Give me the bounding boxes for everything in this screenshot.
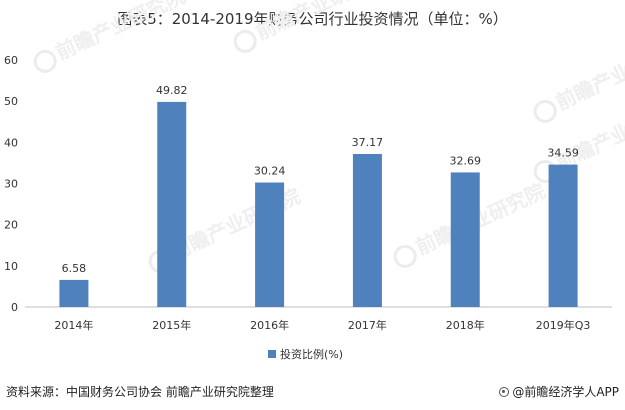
y-tick-label: 60 <box>4 54 18 67</box>
y-tick-label: 40 <box>4 136 18 149</box>
x-tick-label: 2019年Q3 <box>536 318 591 332</box>
x-tick-label: 2018年 <box>446 318 485 332</box>
source-note: 资料来源：中国财务公司协会 前瞻产业研究院整理 <box>6 385 274 399</box>
bar <box>59 279 89 307</box>
bar <box>548 164 578 307</box>
watermark: 前瞻产业研究院 <box>533 34 625 123</box>
data-label: 30.24 <box>254 165 286 178</box>
watermark-text: 前瞻产业研究院 <box>252 0 389 45</box>
y-tick-label: 10 <box>4 260 18 273</box>
watermark: 前瞻产业研究院 <box>33 0 189 73</box>
data-label: 32.69 <box>450 154 482 167</box>
data-label: 37.17 <box>352 136 384 149</box>
watermark: 前瞻产业研究院 <box>233 0 389 53</box>
y-axis: 0 10 20 30 40 50 60 <box>4 54 18 314</box>
brand-text: @前瞻经济学人APP <box>512 385 619 399</box>
bar <box>157 101 187 307</box>
y-tick-label: 50 <box>4 95 18 108</box>
chart-title: 图表5：2014-2019年财务公司行业投资情况（单位：%） <box>117 10 508 28</box>
legend-label: 投资比例(%) <box>280 347 343 361</box>
x-tick-label: 2014年 <box>54 318 93 332</box>
bar <box>255 182 285 307</box>
brand-credit: @前瞻经济学人APP <box>499 383 619 400</box>
watermark-text: 前瞻产业研究院 <box>52 0 189 65</box>
data-labels: 6.58 49.82 30.24 37.17 32.69 34.59 <box>62 84 579 275</box>
bars-layer <box>59 101 578 307</box>
x-tick-label: 2017年 <box>348 318 387 332</box>
legend: 投资比例(%) <box>268 347 343 361</box>
y-tick-label: 0 <box>11 301 18 314</box>
y-tick-label: 30 <box>4 178 18 191</box>
y-tick-label: 20 <box>4 219 18 232</box>
x-tick-label: 2016年 <box>250 318 289 332</box>
x-tick-label: 2015年 <box>152 318 191 332</box>
watermark-text: 前瞻产业研究院 <box>552 34 625 115</box>
x-tick-labels: 2014年 2015年 2016年 2017年 2018年 2019年Q3 <box>54 318 590 332</box>
data-label: 34.59 <box>547 147 579 160</box>
bar <box>450 172 480 307</box>
data-label: 6.58 <box>62 262 87 275</box>
legend-swatch <box>268 350 276 358</box>
data-label: 49.82 <box>156 84 188 97</box>
watermark-text: 前瞻产业研究院 <box>412 179 549 260</box>
bar <box>352 153 382 307</box>
brand-logo-icon <box>499 387 510 397</box>
